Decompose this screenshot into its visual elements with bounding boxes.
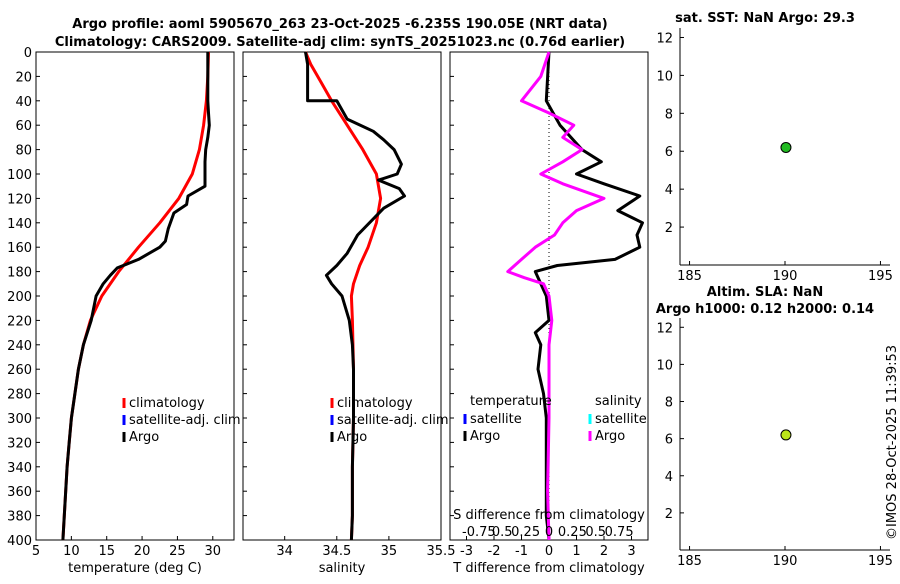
sla-ytick-label: 10 <box>656 358 673 373</box>
temperature-ytick-label: 400 <box>7 534 32 549</box>
sst-ytick-label: 10 <box>656 69 673 84</box>
sla-title: Argo h1000: 0.12 h2000: 0.14 <box>656 302 874 317</box>
difference-xtick-label: -1 <box>515 544 528 559</box>
difference-legend-salinity-title: salinity <box>595 394 642 409</box>
temperature-legend-label: Argo <box>129 430 159 445</box>
sla-data-point <box>780 429 792 441</box>
difference-xtick-label: 3 <box>627 544 635 559</box>
temperature-xlabel: temperature (deg C) <box>68 561 202 576</box>
difference-s-tick-label: 0.5 <box>585 525 606 540</box>
difference-legend-temperature-title: temperature <box>470 394 552 409</box>
difference-legend-salinity-label: satellite <box>595 412 647 427</box>
sla-ytick-label: 8 <box>665 396 673 411</box>
difference-xtick-label: -2 <box>488 544 501 559</box>
imos-watermark: ©IMOS 28-Oct-2025 11:39:53 <box>885 345 900 540</box>
difference-xtick-label: 1 <box>572 544 580 559</box>
temperature-ytick-label: 80 <box>15 144 32 159</box>
difference-s-tick-label: -0.75 <box>462 525 496 540</box>
salinity-xtick-label: 35.5 <box>427 544 456 559</box>
difference-legend-temperature-label: Argo <box>470 429 500 444</box>
temperature-xtick-label: 20 <box>134 544 151 559</box>
temperature-ytick-label: 340 <box>7 461 32 476</box>
difference-s-tick-label: 0.5 <box>492 525 513 540</box>
temperature-ytick-label: 360 <box>7 485 32 500</box>
temperature-ytick-label: 380 <box>7 510 32 525</box>
sst-xtick-label: 185 <box>677 269 702 284</box>
sla-xtick-label: 195 <box>868 554 893 569</box>
difference-s-tick-label: 0.25 <box>511 525 540 540</box>
temperature-ytick-label: 160 <box>7 241 32 256</box>
temperature-ytick-label: 240 <box>7 339 32 354</box>
sst-ytick-label: 2 <box>665 221 673 236</box>
temperature-ytick-label: 260 <box>7 363 32 378</box>
temperature-legend-label: climatology <box>129 396 205 411</box>
salinity-legend-label: climatology <box>337 396 413 411</box>
difference-xtick-label: 0 <box>545 544 553 559</box>
sst-title: sat. SST: NaN Argo: 29.3 <box>675 11 855 26</box>
sst-ytick-label: 12 <box>656 31 673 46</box>
temperature-series-climatology <box>61 51 210 541</box>
difference-top-xlabel: S difference from climatology <box>453 508 645 523</box>
sst-xtick-label: 195 <box>868 269 893 284</box>
sla-ytick-label: 4 <box>665 470 673 485</box>
sla-ytick-label: 6 <box>665 433 673 448</box>
temperature-ytick-label: 320 <box>7 436 32 451</box>
difference-series-t-difference-argo <box>533 51 644 541</box>
difference-s-tick-label: 0 <box>545 525 553 540</box>
temperature-ytick-label: 40 <box>15 95 32 110</box>
temperature-ytick-label: 100 <box>7 168 32 183</box>
sla-xtick-label: 185 <box>677 554 702 569</box>
sla-xtick-label: 190 <box>773 554 798 569</box>
temperature-xtick-label: 10 <box>63 544 80 559</box>
salinity-series-argo <box>304 51 406 541</box>
temperature-ytick-label: 280 <box>7 388 32 403</box>
temperature-ytick-label: 20 <box>15 70 32 85</box>
salinity-legend-label: satellite-adj. clim <box>337 413 449 428</box>
sla-ytick-label: 12 <box>656 321 673 336</box>
difference-xtick-label: -3 <box>460 544 473 559</box>
temperature-xtick-label: 15 <box>98 544 115 559</box>
temperature-ytick-label: 140 <box>7 217 32 232</box>
temperature-ytick-label: 300 <box>7 412 32 427</box>
sla-title: Altim. SLA: NaN <box>707 285 823 300</box>
sst-data-point <box>780 141 792 153</box>
difference-s-tick-label: 0.25 <box>558 525 587 540</box>
temperature-ytick-label: 180 <box>7 266 32 281</box>
temperature-series-argo <box>61 52 211 541</box>
temperature-xtick-label: 30 <box>205 544 222 559</box>
temperature-xtick-label: 25 <box>169 544 186 559</box>
sst-ytick-label: 6 <box>665 145 673 160</box>
difference-xlabel: T difference from climatology <box>452 561 645 576</box>
sst-ytick-label: 4 <box>665 183 673 198</box>
difference-legend-salinity-label: Argo <box>595 429 625 444</box>
figure-title-line1: Argo profile: aoml 5905670_263 23-Oct-20… <box>72 17 607 32</box>
sla-ytick-label: 2 <box>665 507 673 522</box>
salinity-legend-label: Argo <box>337 430 367 445</box>
temperature-ytick-label: 200 <box>7 290 32 305</box>
temperature-ytick-label: 0 <box>24 46 32 61</box>
sst-ytick-label: 8 <box>665 107 673 122</box>
temperature-ytick-label: 60 <box>15 119 32 134</box>
temperature-legend-label: satellite-adj. clim <box>129 413 241 428</box>
difference-s-tick-label: 0.75 <box>605 525 634 540</box>
sst-xtick-label: 190 <box>773 269 798 284</box>
difference-xtick-label: 2 <box>600 544 608 559</box>
temperature-ytick-label: 220 <box>7 314 32 329</box>
salinity-xtick-label: 34.5 <box>322 544 351 559</box>
difference-series-s-difference-argo <box>506 51 606 541</box>
temperature-xtick-label: 5 <box>32 544 40 559</box>
salinity-xtick-label: 35 <box>381 544 398 559</box>
salinity-xtick-label: 34 <box>276 544 293 559</box>
temperature-ytick-label: 120 <box>7 192 32 207</box>
difference-legend-temperature-label: satellite <box>470 412 522 427</box>
figure-title-line2: Climatology: CARS2009. Satellite-adj cli… <box>55 35 625 50</box>
salinity-xlabel: salinity <box>319 561 366 576</box>
